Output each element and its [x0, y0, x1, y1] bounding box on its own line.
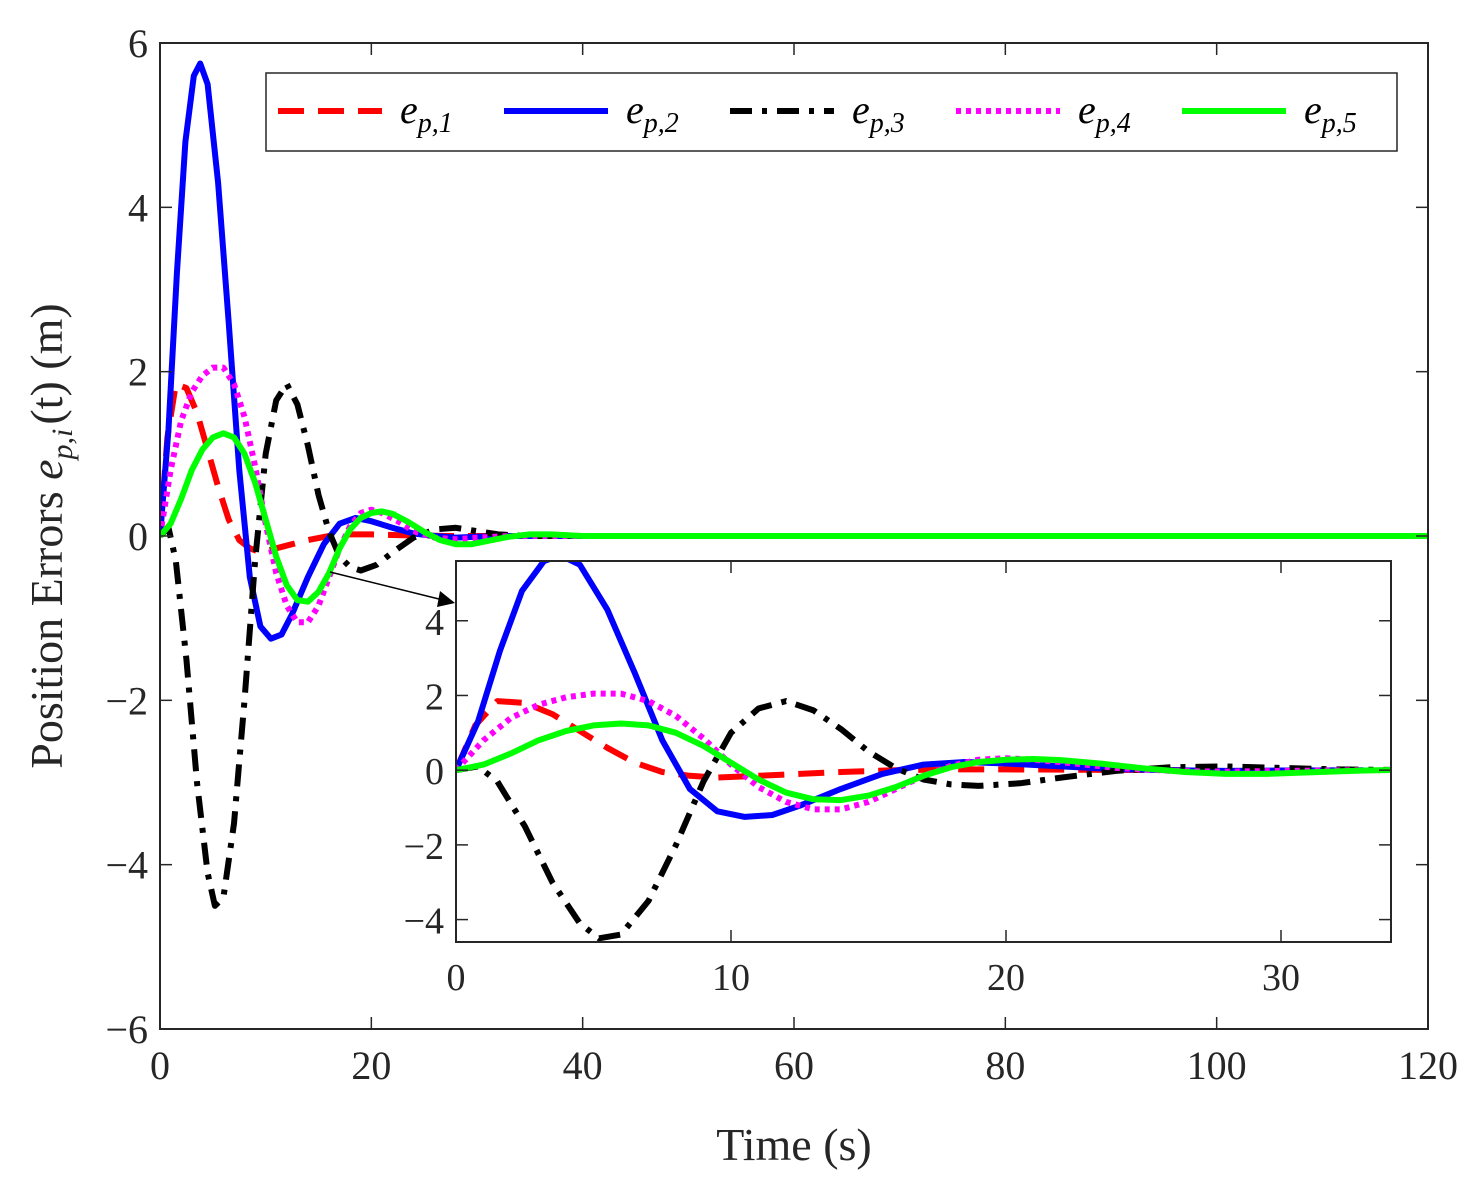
inset-x-tick-label: 0: [447, 957, 466, 999]
main-y-tick-label: −6: [105, 1007, 148, 1052]
main-x-tick-label: 60: [774, 1043, 814, 1088]
inset-y-tick-label: 4: [425, 602, 444, 644]
legend-label-2: ep,2: [626, 87, 679, 139]
inset-x-tick-label: 10: [712, 957, 750, 999]
inset-x-tick-label: 20: [987, 957, 1025, 999]
main-y-tick-label: −2: [105, 678, 148, 723]
main-x-ticks: 0 20 40 60 80 100 120: [150, 43, 1458, 1088]
inset-series-line-1: [456, 698, 1199, 781]
main-series-line-3: [160, 381, 1428, 909]
main-y-tick-label: 4: [128, 185, 148, 230]
inset-y-tick-label: 2: [425, 676, 444, 718]
legend-label-4: ep,4: [1078, 87, 1131, 139]
svg-text:Position Errors ep,i(t) (m): Position Errors ep,i (t) (m): [21, 303, 79, 768]
legend-item-3: ep,3: [730, 87, 905, 139]
inset-axes-box: [455, 560, 1392, 943]
main-x-tick-label: 40: [563, 1043, 603, 1088]
main-y-tick-label: 0: [128, 514, 148, 559]
inset-background: [456, 561, 1391, 942]
legend-item-2: ep,2: [504, 87, 679, 139]
inset-y-ticks: 4 2 0 −2 −4: [404, 602, 1391, 943]
inset-series-line-5: [456, 720, 1391, 804]
x-axis-label: Time (s): [716, 1119, 872, 1170]
y-axis-label-symbol: e: [21, 459, 72, 479]
inset-axes: 0 10 20 30 420−2−4: [404, 560, 1392, 999]
legend: ep,1 ep,2 ep,3 ep,4 ep,5: [265, 72, 1398, 152]
zoom-arrow: [329, 571, 455, 607]
legend-item-4: ep,4: [956, 87, 1131, 139]
main-x-tick-label: 0: [150, 1043, 170, 1088]
inset-y-tick-label: −2: [404, 826, 444, 868]
main-x-tick-label: 120: [1398, 1043, 1458, 1088]
legend-item-1: ep,1: [278, 87, 453, 139]
main-y-tick-label: 6: [128, 21, 148, 66]
main-y-tick-label: 2: [128, 350, 148, 395]
inset-y-tick-label: 0: [425, 751, 444, 793]
legend-label-5: ep,5: [1304, 87, 1357, 139]
inset-x-ticks: 0 10 20 30: [447, 561, 1300, 999]
main-series-line-5: [160, 430, 1428, 605]
y-axis-label-prefix: Position Errors: [21, 480, 72, 769]
main-x-tick-label: 80: [985, 1043, 1025, 1088]
main-x-tick-label: 20: [351, 1043, 391, 1088]
y-axis-label: Position Errors ep,i (t) (m): [21, 303, 79, 768]
legend-label-3: ep,3: [852, 87, 905, 139]
inset-x-tick-label: 30: [1262, 957, 1300, 999]
main-y-tick-label: −4: [105, 843, 148, 888]
legend-label-1: ep,1: [400, 87, 453, 139]
y-axis-label-suffix: (t) (m): [21, 303, 72, 424]
legend-item-5: ep,5: [1182, 87, 1357, 139]
main-x-tick-label: 100: [1187, 1043, 1247, 1088]
y-axis-label-sub: p,i: [46, 429, 79, 462]
main-plot-lines: [160, 60, 1428, 909]
inset-y-tick-label: −4: [404, 901, 444, 943]
inset-plot-lines: [456, 561, 1391, 942]
